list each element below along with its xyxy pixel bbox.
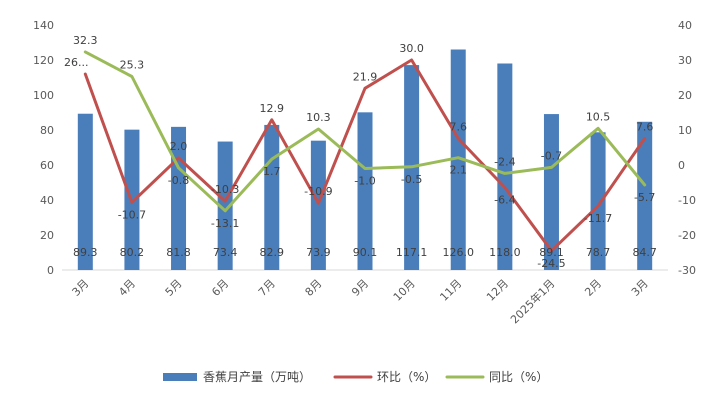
line-data-label-huanbi: 7.6 bbox=[449, 120, 467, 133]
line-data-label-huanbi: 12.9 bbox=[260, 102, 285, 115]
y-left-tick-label: 20 bbox=[40, 229, 54, 242]
line-data-label-tongbi: -5.7 bbox=[634, 191, 655, 204]
line-data-label-huanbi: -10.7 bbox=[118, 208, 146, 221]
x-tick-label: 2025年1月 bbox=[507, 276, 557, 326]
y-left-tick-label: 100 bbox=[33, 89, 54, 102]
series-line bbox=[83, 58, 647, 253]
line-data-label-tongbi: 10.3 bbox=[306, 111, 331, 124]
series-line bbox=[83, 50, 647, 213]
line-data-label-tongbi: -0.5 bbox=[401, 173, 422, 186]
x-tick-label: 12月 bbox=[484, 277, 511, 304]
x-tick-label: 11月 bbox=[437, 277, 464, 304]
x-tick-label: 2月 bbox=[582, 277, 604, 299]
y-right-tick-label: 0 bbox=[678, 159, 685, 172]
bar-data-label: 90.1 bbox=[353, 246, 378, 259]
line-series bbox=[83, 50, 647, 253]
x-tick-label: 10月 bbox=[391, 277, 418, 304]
x-tick-label: 9月 bbox=[349, 277, 371, 299]
line-data-label-tongbi: -1.0 bbox=[354, 175, 375, 188]
y-left-tick-label: 140 bbox=[33, 19, 54, 32]
y-left-tick-label: 0 bbox=[47, 264, 54, 277]
bar-data-label: 89.1 bbox=[539, 246, 564, 259]
line-data-label-huanbi: -10.3 bbox=[211, 183, 239, 196]
line-data-label-tongbi: 25.3 bbox=[120, 58, 145, 71]
line-data-label-tongbi: -0.8 bbox=[168, 174, 189, 187]
legend-label: 环比（%） bbox=[377, 370, 436, 384]
y-left-tick-label: 120 bbox=[33, 54, 54, 67]
line-data-label-tongbi: 10.5 bbox=[586, 110, 611, 123]
bar-data-label: 117.1 bbox=[396, 246, 428, 259]
line-data-label-huanbi: 7.6 bbox=[636, 120, 654, 133]
line-data-label-huanbi: 2.0 bbox=[170, 140, 188, 153]
line-data-label-tongbi: -13.1 bbox=[211, 217, 239, 230]
legend-swatch-bar bbox=[163, 373, 197, 381]
line-data-label-tongbi: -2.4 bbox=[494, 155, 515, 168]
line-data-label-tongbi: -0.7 bbox=[541, 149, 562, 162]
legend-label: 香蕉月产量（万吨） bbox=[203, 370, 311, 384]
y-right-tick-label: -20 bbox=[678, 229, 696, 242]
bar bbox=[357, 112, 373, 270]
bar-data-label: 84.7 bbox=[632, 246, 657, 259]
line-data-label-huanbi: -24.5 bbox=[537, 257, 565, 270]
x-tick-label: 5月 bbox=[163, 277, 185, 299]
bar bbox=[217, 141, 233, 270]
y-right-tick-label: -30 bbox=[678, 264, 696, 277]
line-data-label-huanbi: -11.7 bbox=[584, 212, 612, 225]
bar bbox=[77, 113, 93, 270]
bar-data-label: 78.7 bbox=[586, 246, 611, 259]
bar-data-label: 118.0 bbox=[489, 246, 521, 259]
data-labels: 89.3 80.2 81.8 73.4 82.9 73.9 90.1 117.1 126.0 11… bbox=[64, 34, 657, 270]
y-right-tick-label: 40 bbox=[678, 19, 692, 32]
bar-data-label: 73.9 bbox=[306, 246, 331, 259]
x-tick-label: 7月 bbox=[256, 277, 278, 299]
x-tick-label: 3月 bbox=[629, 277, 651, 299]
line-data-label-huanbi: -10.9 bbox=[304, 185, 332, 198]
legend-label: 同比（%） bbox=[489, 370, 548, 384]
bar-data-label: 89.3 bbox=[73, 246, 98, 259]
bar-data-label: 73.4 bbox=[213, 246, 238, 259]
y-left-tick-label: 80 bbox=[40, 124, 54, 137]
y-right-tick-label: 20 bbox=[678, 89, 692, 102]
bar bbox=[450, 49, 466, 270]
legend: 香蕉月产量（万吨） 环比（%） 同比（%） bbox=[163, 370, 548, 384]
bar bbox=[590, 132, 606, 270]
y-left-tick-label: 60 bbox=[40, 159, 54, 172]
bar bbox=[543, 114, 559, 270]
line-data-label-huanbi: 26... bbox=[64, 56, 89, 69]
y-right-tick-label: 30 bbox=[678, 54, 692, 67]
line-data-label-tongbi: 2.1 bbox=[449, 164, 467, 177]
y-left-tick-label: 40 bbox=[40, 194, 54, 207]
line-data-label-tongbi: 32.3 bbox=[73, 34, 98, 47]
x-tick-label: 3月 bbox=[70, 277, 92, 299]
x-tick-label: 4月 bbox=[116, 277, 138, 299]
bar-data-label: 81.8 bbox=[166, 246, 191, 259]
bar bbox=[310, 140, 326, 270]
line-data-label-huanbi: 30.0 bbox=[399, 42, 424, 55]
bar-data-label: 126.0 bbox=[442, 246, 474, 259]
bar-data-label: 80.2 bbox=[120, 246, 145, 259]
bar bbox=[637, 121, 653, 271]
line-data-label-huanbi: 21.9 bbox=[353, 70, 378, 83]
line-data-label-huanbi: -6.4 bbox=[494, 193, 515, 206]
bar bbox=[497, 63, 513, 270]
bar-data-label: 82.9 bbox=[260, 246, 285, 259]
line-data-label-tongbi: 1.7 bbox=[263, 165, 281, 178]
x-tick-label: 8月 bbox=[303, 277, 325, 299]
y-right-tick-label: -10 bbox=[678, 194, 696, 207]
y-right-tick-label: 10 bbox=[678, 124, 692, 137]
x-tick-label: 6月 bbox=[209, 277, 231, 299]
